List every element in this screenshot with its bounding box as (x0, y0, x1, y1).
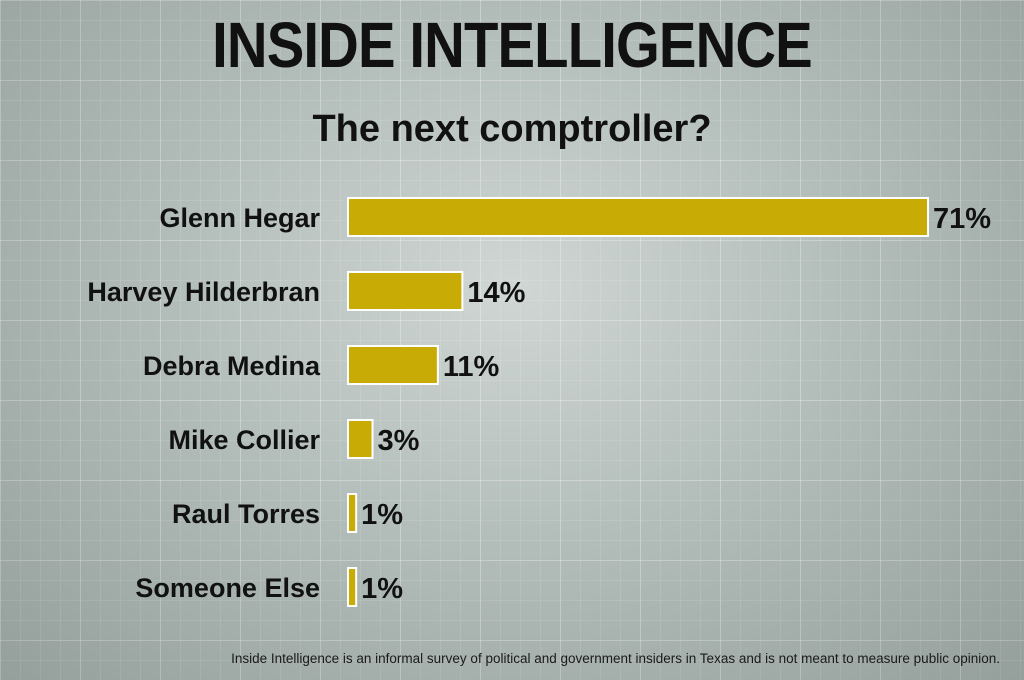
bar-mike-collier (347, 419, 374, 459)
bar-glenn-hegar (347, 197, 929, 237)
value-label-debra-medina: 11% (443, 351, 500, 383)
value-label-raul-torres: 1% (361, 499, 403, 531)
category-label-raul-torres: Raul Torres (172, 499, 320, 529)
chart-title: The next comptroller? (312, 108, 712, 150)
value-label-mike-collier: 3% (378, 425, 420, 457)
page-title: INSIDE INTELLIGENCE (212, 9, 813, 81)
category-label-glenn-hegar: Glenn Hegar (159, 203, 320, 233)
footnote: Inside Intelligence is an informal surve… (231, 651, 1000, 666)
bar-harvey-hilderbran (347, 271, 464, 311)
value-label-harvey-hilderbran: 14% (467, 277, 525, 309)
category-label-harvey-hilderbran: Harvey Hilderbran (87, 277, 320, 307)
value-label-someone-else: 1% (361, 573, 403, 605)
category-label-debra-medina: Debra Medina (143, 351, 321, 381)
category-label-mike-collier: Mike Collier (168, 425, 320, 455)
bar-someone-else (347, 567, 358, 607)
bar-raul-torres (347, 493, 358, 533)
category-label-someone-else: Someone Else (135, 573, 320, 603)
bar-debra-medina (347, 345, 439, 385)
value-label-glenn-hegar: 71% (933, 203, 991, 235)
